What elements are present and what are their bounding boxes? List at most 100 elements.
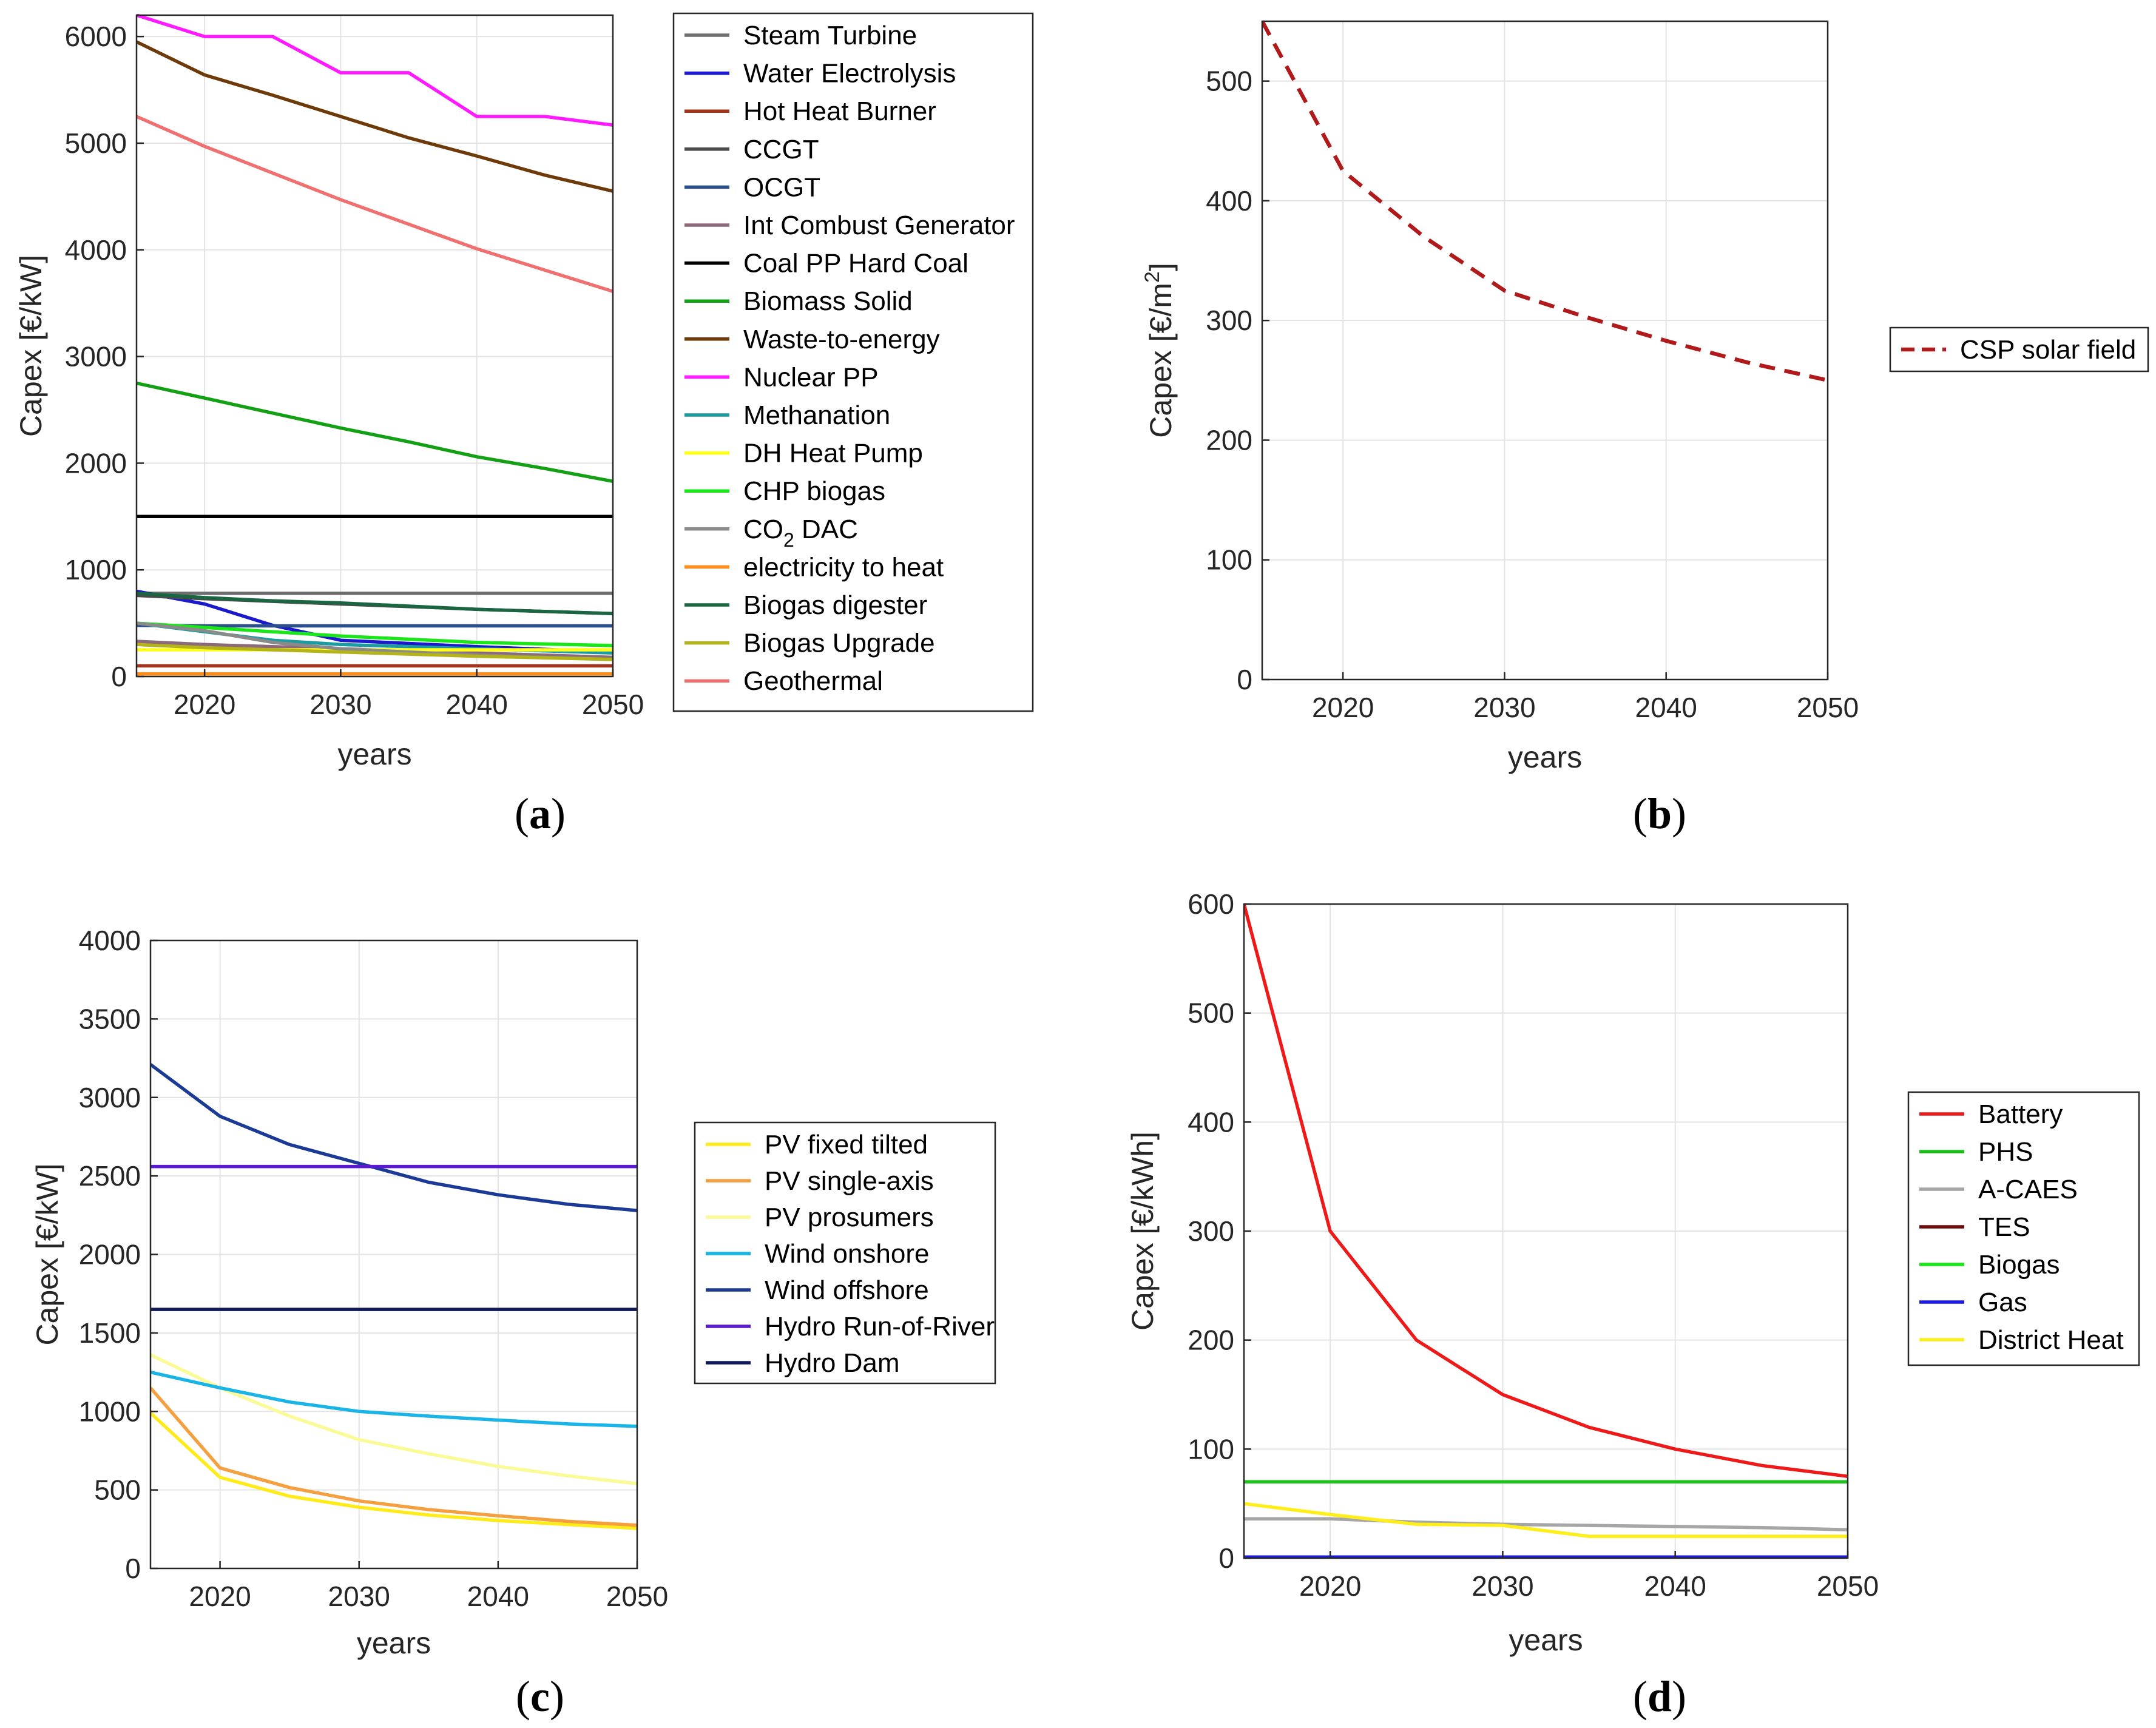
legend-label-a-4: OCGT bbox=[743, 172, 820, 202]
y-tick-label-a-1000: 1000 bbox=[65, 554, 127, 586]
chart-c: 2020 2030 2040 2050 0 500 1000 1500 2000 2500 3000… bbox=[30, 925, 996, 1660]
y-axis-label-main-b: Capex [€/m bbox=[1144, 283, 1178, 438]
y-tick-label-d-200: 200 bbox=[1188, 1325, 1234, 1356]
legend-label-a-17: Geothermal bbox=[743, 666, 883, 696]
x-tick-label-a-2050: 2050 bbox=[582, 689, 644, 720]
y-tick-label-d-600: 600 bbox=[1188, 888, 1234, 920]
legend-box-a bbox=[672, 12, 1034, 712]
x-tick-label-a-2040: 2040 bbox=[446, 689, 508, 720]
legend-b: CSP solar field bbox=[1889, 326, 2149, 373]
legend-label-d-3: TES bbox=[1978, 1212, 2030, 1242]
series-line-a-7 bbox=[137, 381, 613, 484]
panel-label-c: (c) bbox=[516, 1672, 564, 1721]
legend-label-d-6: District Heat bbox=[1978, 1325, 2124, 1355]
legend-label-c-3: Wind onshore bbox=[765, 1239, 929, 1269]
series-line-a-12 bbox=[137, 621, 613, 647]
series-line-d-2 bbox=[1244, 1517, 1848, 1532]
legend-label-d-0: Battery bbox=[1978, 1099, 2063, 1129]
series-line-c-1 bbox=[150, 1386, 637, 1527]
x-tick-label-c-2030: 2030 bbox=[328, 1581, 390, 1612]
legend-label-c-0: PV fixed tilted bbox=[765, 1130, 928, 1159]
y-tick-label-a-0: 0 bbox=[111, 661, 127, 692]
y-tick-label-c-1500: 1500 bbox=[79, 1317, 141, 1349]
series-line-d-0 bbox=[1244, 903, 1848, 1479]
legend-label-a-11: DH Heat Pump bbox=[743, 439, 923, 468]
y-axis-label-d: Capex [€/kWh] bbox=[1126, 1132, 1160, 1331]
legend-label-d-5: Gas bbox=[1978, 1288, 2027, 1317]
y-tick-label-d-0: 0 bbox=[1218, 1542, 1234, 1574]
legend-label-a-15: Biogas digester bbox=[743, 590, 927, 620]
axes-box-a bbox=[135, 14, 614, 678]
x-tick-label-c-2040: 2040 bbox=[467, 1581, 529, 1612]
y-axis-label-a: Capex [€/kW] bbox=[14, 255, 48, 437]
legend-c: PV fixed tilted PV single-axis PV prosumer… bbox=[694, 1121, 996, 1385]
series-line-d-6 bbox=[1244, 1502, 1848, 1538]
legend-label-d-2: A-CAES bbox=[1978, 1175, 2078, 1204]
x-tick-label-b-2020: 2020 bbox=[1312, 692, 1374, 723]
plot-area-a bbox=[137, 15, 613, 677]
series-line-a-17 bbox=[137, 115, 613, 293]
legend-label-a-3: CCGT bbox=[743, 135, 819, 164]
panel-letter-b: b bbox=[1647, 789, 1672, 838]
axes-box-b bbox=[1261, 20, 1829, 681]
series-line-a-8 bbox=[137, 40, 613, 193]
panel-label-b: (b) bbox=[1633, 789, 1686, 838]
series-line-a-9 bbox=[137, 14, 613, 127]
legend-label-d-1: PHS bbox=[1978, 1137, 2033, 1167]
legend-label-a-0: Steam Turbine bbox=[743, 21, 917, 50]
x-tick-label-d-2040: 2040 bbox=[1644, 1570, 1706, 1602]
x-tick-label-a-2030: 2030 bbox=[309, 689, 371, 720]
legend-label-c-4: Wind offshore bbox=[765, 1275, 929, 1305]
panel-letter-a: a bbox=[529, 789, 551, 838]
legend-box-d bbox=[1907, 1091, 2140, 1366]
y-tick-label-c-0: 0 bbox=[125, 1553, 141, 1584]
legend-label-a-10: Methanation bbox=[743, 400, 890, 430]
y-tick-label-c-2000: 2000 bbox=[79, 1239, 141, 1271]
x-axis-label-a: years bbox=[337, 737, 411, 771]
x-tick-label-d-2030: 2030 bbox=[1472, 1570, 1533, 1602]
y-tick-label-a-3000: 3000 bbox=[65, 341, 127, 373]
legend-label-a-1: Water Electrolysis bbox=[743, 59, 956, 89]
x-tick-label-d-2020: 2020 bbox=[1299, 1570, 1361, 1602]
x-tick-label-c-2050: 2050 bbox=[606, 1581, 668, 1612]
panel-label-a: (a) bbox=[515, 789, 566, 838]
legend-label-c-1: PV single-axis bbox=[765, 1166, 934, 1196]
series-line-c-3 bbox=[150, 1370, 637, 1428]
legend-label-c-6: Hydro Dam bbox=[765, 1348, 900, 1378]
y-tick-label-d-400: 400 bbox=[1188, 1106, 1234, 1138]
series-line-c-0 bbox=[150, 1411, 637, 1530]
plot-area-b bbox=[1262, 21, 1828, 680]
chart-b: 2020 2030 2040 2050 0 100 200 300 400 500 years Cap… bbox=[1141, 20, 2149, 774]
y-tick-label-c-500: 500 bbox=[94, 1474, 141, 1506]
x-tick-label-b-2030: 2030 bbox=[1473, 692, 1535, 723]
y-tick-label-d-500: 500 bbox=[1188, 997, 1234, 1029]
legend-label-a-13: CO2 DAC bbox=[743, 515, 858, 551]
y-tick-label-b-200: 200 bbox=[1206, 424, 1252, 456]
legend-label-c-2: PV prosumers bbox=[765, 1203, 934, 1232]
legend-label-a-12: CHP biogas bbox=[743, 476, 885, 506]
legend-label-d-4: Biogas bbox=[1978, 1250, 2060, 1280]
panel-letter-c: c bbox=[530, 1672, 550, 1721]
series-line-c-4 bbox=[150, 1063, 637, 1212]
legend-label-a-9: Nuclear PP bbox=[743, 362, 879, 392]
y-tick-label-b-400: 400 bbox=[1206, 185, 1252, 217]
legend-d: Battery PHS A-CAES TES Biogas Gas District Hea… bbox=[1907, 1091, 2140, 1366]
series-group-a bbox=[137, 14, 613, 676]
legend-label-b-0: CSP solar field bbox=[1960, 335, 2136, 365]
y-tick-label-a-4000: 4000 bbox=[65, 234, 127, 266]
y-tick-label-b-0: 0 bbox=[1237, 664, 1252, 695]
series-group-d bbox=[1244, 903, 1848, 1559]
y-tick-label-a-5000: 5000 bbox=[65, 127, 127, 159]
legend-label-c-5: Hydro Run-of-River bbox=[765, 1312, 995, 1342]
legend-label-a-5: Int Combust Generator bbox=[743, 211, 1015, 240]
chart-a: 2020 2030 2040 2050 0 1000 2000 3000 4000 5000 600… bbox=[14, 12, 1034, 771]
series-line-c-2 bbox=[150, 1353, 637, 1486]
y-tick-label-a-2000: 2000 bbox=[65, 447, 127, 479]
y-tick-label-d-300: 300 bbox=[1188, 1215, 1234, 1247]
y-axis-label-c: Capex [€/kW] bbox=[30, 1163, 64, 1345]
series-line-a-16 bbox=[137, 643, 613, 661]
y-tick-label-c-3500: 3500 bbox=[79, 1003, 141, 1034]
legend-label-a-7: Biomass Solid bbox=[743, 286, 913, 316]
y-tick-label-c-2500: 2500 bbox=[79, 1160, 141, 1192]
y-tick-label-b-300: 300 bbox=[1206, 305, 1252, 336]
